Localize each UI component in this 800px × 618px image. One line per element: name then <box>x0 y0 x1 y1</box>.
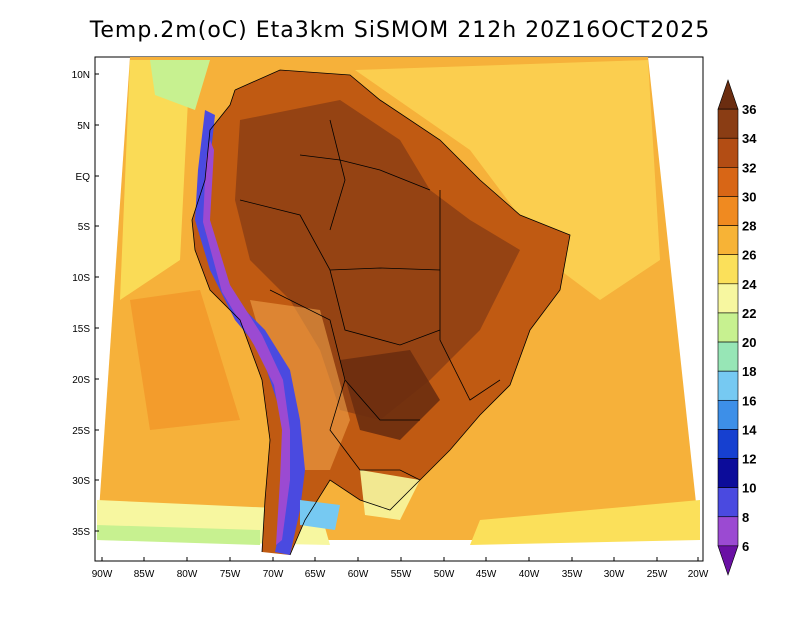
lon-label: 20W <box>688 569 709 580</box>
lon-label: 30W <box>604 569 625 580</box>
lat-label: 25S <box>72 426 90 437</box>
lon-label: 55W <box>391 569 412 580</box>
southern-cold-band <box>97 525 260 545</box>
colorbar-label: 34 <box>742 131 757 146</box>
andes-coldest <box>203 140 290 545</box>
lat-label: 10S <box>72 273 90 284</box>
colorbar-swatch <box>717 516 739 547</box>
colorbar-swatch <box>717 137 739 168</box>
colorbar-swatch <box>717 225 739 256</box>
colorbar-swatch <box>717 312 739 343</box>
colorbar-swatch <box>717 370 739 401</box>
lon-label: 60W <box>348 569 369 580</box>
colorbar-label: 36 <box>742 102 756 117</box>
colorbar-label: 14 <box>742 422 757 437</box>
colorbar-label: 32 <box>742 160 756 175</box>
caribbean-cool <box>150 60 210 110</box>
colorbar-label: 16 <box>742 393 756 408</box>
lon-label: 45W <box>476 569 497 580</box>
country-borders <box>191 69 571 556</box>
colorbar-swatch <box>717 283 739 314</box>
colorbar-label: 24 <box>742 277 757 292</box>
andes-east-slope <box>250 300 350 470</box>
colorbar-swatch <box>717 399 739 430</box>
colorbar-swatch <box>717 341 739 372</box>
latitude-axis: 10N 5N EQ 5S 10S 15S 20S 25S 30S 35S <box>72 70 99 538</box>
colorbar-label: 26 <box>742 248 756 263</box>
interior-hot-region <box>235 100 520 420</box>
colorbar-swatch <box>717 196 739 226</box>
colorbar-label: 8 <box>742 510 749 525</box>
lon-label: 75W <box>220 569 241 580</box>
colorbar-swatch <box>717 254 739 285</box>
map-title: Temp.2m(oC) Eta3km SiSMOM 212h 20Z16OCT2… <box>89 18 711 43</box>
colorbar-swatch <box>717 429 739 459</box>
colorbar-swatch <box>717 79 739 110</box>
temperature-colorbar: 36 34 32 30 28 26 24 22 20 18 16 14 12 10 8 6 <box>717 79 757 576</box>
lon-label: 50W <box>434 569 455 580</box>
hottest-region <box>340 350 440 440</box>
colorbar-label: 6 <box>742 539 749 554</box>
north-atlantic-warm <box>355 60 660 300</box>
colorbar-swatch <box>717 487 739 518</box>
pacific-south-field <box>130 290 240 430</box>
colorbar-label: 10 <box>742 481 756 496</box>
lon-label: 90W <box>92 569 113 580</box>
longitude-axis: 90W 85W 80W 75W 70W 65W 60W 55W 50W 45W … <box>92 557 709 580</box>
lat-label: 20S <box>72 375 90 386</box>
colorbar-label: 20 <box>742 335 756 350</box>
colorbar-label: 30 <box>742 189 756 204</box>
lat-label: 10N <box>72 70 90 81</box>
colorbar-swatch <box>717 545 739 576</box>
lon-label: 65W <box>305 569 326 580</box>
lat-label: 5N <box>77 121 90 132</box>
lon-label: 70W <box>263 569 284 580</box>
lat-label: 5S <box>78 222 91 233</box>
colorbar-label: 28 <box>742 219 756 234</box>
lon-label: 25W <box>647 569 668 580</box>
lat-label: 35S <box>72 527 90 538</box>
lat-label: 15S <box>72 324 90 335</box>
lon-label: 85W <box>134 569 155 580</box>
colorbar-swatch <box>717 458 739 488</box>
colorbar-swatch <box>717 108 739 139</box>
patagonia-cool <box>300 500 340 530</box>
colorbar-label: 18 <box>742 364 756 379</box>
pacific-north-field <box>120 60 190 300</box>
colorbar-label: 12 <box>742 452 756 467</box>
lon-label: 35W <box>562 569 583 580</box>
lat-label: 30S <box>72 476 90 487</box>
south-atlantic-cool <box>470 500 700 545</box>
lon-label: 80W <box>177 569 198 580</box>
colorbar-swatch <box>717 167 739 197</box>
lon-label: 40W <box>519 569 540 580</box>
colorbar-label: 22 <box>742 306 756 321</box>
lat-label: EQ <box>76 172 91 183</box>
uruguay-cool <box>360 470 420 520</box>
